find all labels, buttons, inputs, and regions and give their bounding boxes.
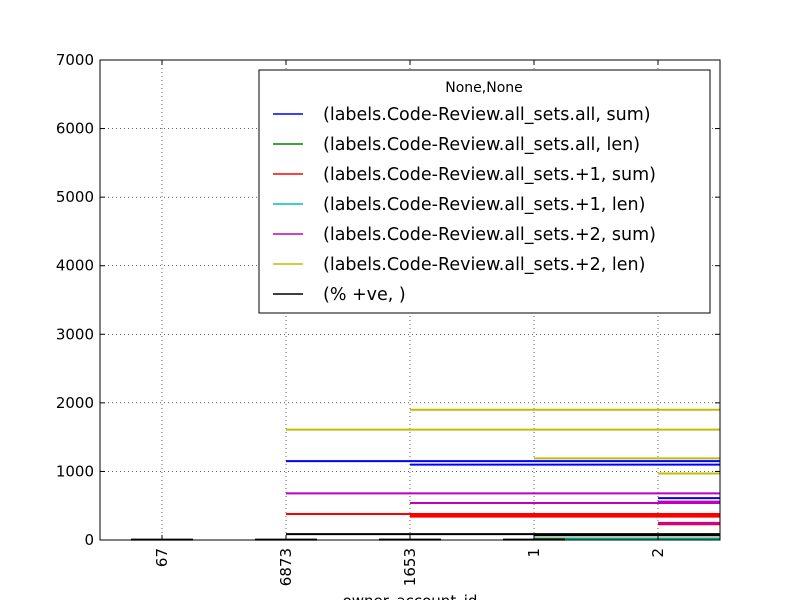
legend-entry-label: (labels.Code-Review.all_sets.+2, len) <box>323 255 645 275</box>
x-axis: 67 6873 1653 1 2 <box>153 60 667 586</box>
y-tick-label: 3000 <box>56 325 94 343</box>
y-tick-label: 1000 <box>56 462 94 480</box>
series-line <box>286 460 720 500</box>
y-tick-label: 0 <box>84 531 94 549</box>
x-tick-label: 67 <box>153 548 171 567</box>
legend-entry-label: (labels.Code-Review.all_sets.+1, sum) <box>323 165 656 185</box>
legend-entry-label: (% +ve, ) <box>323 285 406 305</box>
x-tick-label: 1653 <box>401 548 419 586</box>
y-tick-label: 7000 <box>56 51 94 69</box>
legend-entry-label: (labels.Code-Review.all_sets.+2, sum) <box>323 225 656 245</box>
series-line <box>286 492 720 525</box>
legend-entry-label: (labels.Code-Review.all_sets.all, len) <box>323 135 640 155</box>
x-tick-label: 2 <box>649 548 667 558</box>
legend-title: None,None <box>445 80 523 96</box>
data-series <box>131 408 720 541</box>
legend-entry-label: (labels.Code-Review.all_sets.all, sum) <box>323 105 651 125</box>
y-tick-label: 5000 <box>56 188 94 206</box>
series-line <box>286 512 720 526</box>
legend-entry-label: (labels.Code-Review.all_sets.+1, len) <box>323 195 645 215</box>
series-line <box>286 408 720 475</box>
y-axis: 0 1000 2000 3000 4000 5000 6000 7000 <box>56 51 720 549</box>
x-axis-label: owner_account_id <box>343 592 478 600</box>
legend: None,None (labels.Code-Review.all_sets.a… <box>258 69 711 314</box>
y-tick-label: 2000 <box>56 394 94 412</box>
x-tick-label: 1 <box>525 548 543 558</box>
y-tick-label: 4000 <box>56 257 94 275</box>
y-tick-label: 6000 <box>56 120 94 138</box>
legend-box <box>258 69 711 314</box>
x-tick-label: 6873 <box>277 548 295 586</box>
